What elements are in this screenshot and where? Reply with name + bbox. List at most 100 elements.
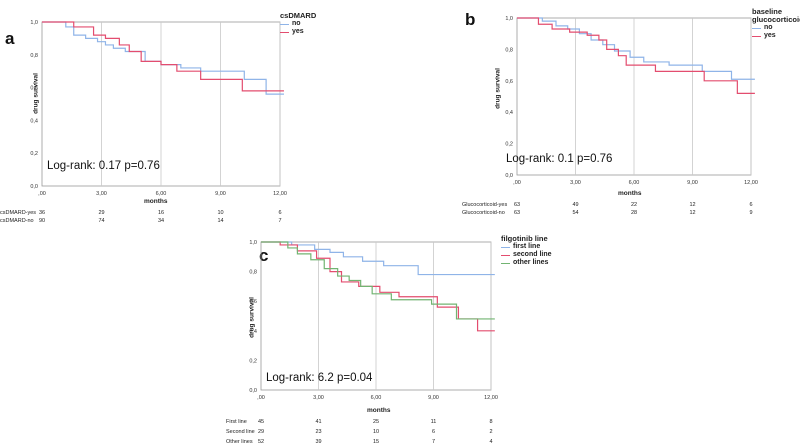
- risk-count: 54: [572, 210, 579, 216]
- x-tick-label: 3,00: [96, 191, 107, 197]
- x-tick-label: 6,00: [371, 395, 382, 401]
- risk-count: 74: [98, 218, 105, 224]
- risk-count: 63: [513, 210, 521, 216]
- legend-label: other lines: [513, 259, 549, 266]
- y-tick-label: 1,0: [505, 16, 513, 22]
- risk-count: 23: [315, 429, 322, 435]
- legend-swatch: [752, 27, 761, 29]
- y-tick-label: 0,6: [505, 79, 513, 85]
- legend-item: other lines: [501, 259, 571, 267]
- risk-count: 22: [630, 202, 638, 208]
- legend-swatch: [501, 262, 510, 264]
- risk-count: 6: [749, 202, 753, 208]
- legend-label: first line: [513, 243, 541, 250]
- y-tick-label: 0,0: [30, 184, 38, 190]
- risk-count: 14: [217, 218, 224, 224]
- risk-count: 6: [278, 210, 282, 216]
- risk-count: 2: [489, 429, 493, 435]
- survival-curve-first-line: [261, 241, 495, 276]
- survival-curve-other-lines: [261, 241, 495, 320]
- risk-count: 16: [157, 210, 165, 216]
- risk-count: 10: [217, 210, 224, 216]
- x-tick-label: ,00: [513, 180, 521, 186]
- x-tick-label: 9,00: [687, 180, 698, 186]
- x-tick-label: ,00: [257, 395, 265, 401]
- x-axis-label: months: [367, 407, 391, 414]
- risk-count: 28: [630, 210, 638, 216]
- x-tick-label: 6,00: [629, 180, 640, 186]
- x-tick-label: 6,00: [156, 191, 167, 197]
- x-tick-label: 12,00: [744, 180, 758, 186]
- y-axis-label: drug survival: [494, 68, 502, 109]
- risk-table-b: Glucocorticoid-yes 63 49 22 12 6 Glucocorticoi…: [462, 200, 800, 220]
- y-tick-label: 0,6: [30, 86, 38, 92]
- survival-chart-a: ,00 3,00 6,00 9,00 12,00 0,0 0,2 0,4 0,6 0,8 1,0: [30, 20, 287, 197]
- risk-table-a: csDMARD-yes 36 29 16 10 6 csDMARD-no 90 74 34 14 7: [0, 207, 300, 232]
- y-tick-label: 0,8: [249, 270, 257, 276]
- legend-swatch: [280, 23, 289, 25]
- risk-count: 7: [278, 218, 282, 224]
- legend: baseline glucocorticoid no yes: [752, 8, 800, 40]
- y-tick-label: 0,4: [249, 329, 257, 335]
- risk-row-label: First line: [226, 419, 247, 425]
- risk-row-label: Second line: [226, 429, 255, 435]
- risk-count: 45: [257, 419, 265, 425]
- survival-curve-no: [42, 21, 284, 95]
- risk-count: 36: [38, 210, 46, 216]
- y-tick-label: 0,0: [505, 173, 513, 179]
- risk-count: 34: [157, 218, 165, 224]
- survival-curve-second-line: [261, 241, 495, 332]
- legend-label: yes: [764, 32, 776, 39]
- legend: filgotinib line first line second line o…: [501, 235, 571, 267]
- risk-count: 41: [315, 419, 322, 425]
- legend: csDMARD no yes: [280, 12, 340, 36]
- y-tick-label: 0,0: [249, 388, 257, 394]
- legend-title: filgotinib line: [501, 234, 548, 243]
- legend-item: second line: [501, 251, 571, 259]
- legend-swatch: [280, 31, 289, 33]
- legend-label: no: [292, 20, 301, 27]
- legend-swatch: [752, 35, 761, 37]
- panel-letter: b: [465, 10, 476, 29]
- risk-count: 39: [315, 439, 322, 445]
- risk-count: 29: [98, 210, 105, 216]
- x-tick-label: 3,00: [313, 395, 324, 401]
- risk-count: 10: [372, 429, 380, 435]
- risk-count: 9: [749, 210, 753, 216]
- legend-title: baseline glucocorticoid: [752, 7, 800, 24]
- risk-table-c: First line 45 41 25 11 8 Second line 29 23 10 6 2 Ot…: [226, 417, 576, 445]
- risk-row-label: Glucocorticoid-no: [462, 210, 505, 216]
- survival-curve-yes: [42, 21, 284, 92]
- risk-count: 25: [372, 419, 380, 425]
- survival-chart-b: ,00 3,00 6,00 9,00 12,00 0,0 0,2 0,4 0,6 0,8 1,0: [505, 16, 758, 186]
- risk-row-label: Glucocorticoid-yes: [462, 202, 508, 208]
- legend-label: no: [764, 24, 773, 31]
- y-tick-label: 0,2: [505, 142, 513, 148]
- logrank-annotation: Log-rank: 0.1 p=0.76: [506, 153, 613, 165]
- legend-swatch: [501, 246, 510, 248]
- panel-c: c ,00 3,00 6,00 9,00 12,00 0,0 0,2 0,4 0,6 0,8 1,0…: [226, 226, 576, 445]
- y-axis-label: drug survival: [32, 73, 40, 114]
- risk-row-label: Other lines: [226, 439, 253, 445]
- x-tick-label: 3,00: [570, 180, 581, 186]
- risk-count: 11: [430, 419, 437, 425]
- y-tick-label: 0,6: [249, 299, 257, 305]
- risk-count: 8: [489, 419, 493, 425]
- risk-count: 90: [38, 218, 46, 224]
- risk-count: 49: [572, 202, 579, 208]
- y-tick-label: 0,8: [30, 53, 38, 59]
- x-tick-label: 12,00: [484, 395, 498, 401]
- x-tick-label: 12,00: [273, 191, 287, 197]
- risk-row-label: csDMARD-yes: [0, 210, 37, 216]
- legend-item: no: [280, 20, 340, 28]
- y-tick-label: 0,2: [30, 151, 38, 157]
- legend-item: yes: [752, 32, 800, 40]
- y-axis-label: drug survival: [248, 297, 256, 338]
- legend-label: second line: [513, 251, 552, 258]
- risk-count: 52: [257, 439, 265, 445]
- x-tick-label: 9,00: [428, 395, 439, 401]
- panel-letter: a: [5, 29, 15, 48]
- risk-count: 6: [431, 429, 436, 435]
- y-tick-label: 1,0: [30, 20, 38, 26]
- logrank-annotation: Log-rank: 0.17 p=0.76: [47, 160, 160, 172]
